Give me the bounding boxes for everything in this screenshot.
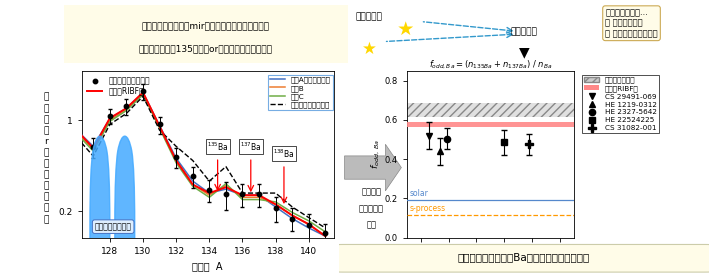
Text: 推定: 推定 <box>366 221 376 230</box>
Circle shape <box>115 136 135 273</box>
Text: $^{135}$Ba: $^{135}$Ba <box>207 140 229 153</box>
Text: 重元素の起源は...
－ 超新星爆発？
－ 連星中性子星合体？: 重元素の起源は... － 超新星爆発？ － 連星中性子星合体？ <box>605 8 658 38</box>
Text: 実験データを取り込mir過程の検証を行った結果、: 実験データを取り込mir過程の検証を行った結果、 <box>142 21 270 30</box>
Text: 太陽系の質量数135近傍のor過程成分をよく再現。: 太陽系の質量数135近傍のor過程成分をよく再現。 <box>139 44 273 53</box>
Bar <box>407 103 574 117</box>
Y-axis label: $f_{odd,\ Ba}$: $f_{odd,\ Ba}$ <box>369 139 382 169</box>
Legend: 理論A（標準理論）, 理論B, 理論C, 遅発中性子放出なし: 理論A（標準理論）, 理論B, 理論C, 遅発中性子放出なし <box>268 75 332 110</box>
FancyBboxPatch shape <box>58 4 354 64</box>
Bar <box>407 103 574 117</box>
Legend: 理論の不確定性, 実験（RIBF）, CS 29491-069, HE 1219-0312, HE 2327-5642, HE 22524225, CS 310: 理論の不確定性, 実験（RIBF）, CS 29491-069, HE 1219… <box>582 75 659 133</box>
X-axis label: 金属欠乏の度合い  [Fe/H]: 金属欠乏の度合い [Fe/H] <box>452 261 528 270</box>
Bar <box>407 121 574 127</box>
Text: s-process: s-process <box>410 204 446 213</box>
Title: $f_{odd,Ba} = (n_{135Ba} + n_{137Ba})\ /\ n_{Ba}$: $f_{odd,Ba} = (n_{135Ba} + n_{137Ba})\ /… <box>429 58 552 70</box>
Text: ▼: ▼ <box>519 46 529 60</box>
Text: 宇宙初期と太陽系のBa同位体比の比較に成功: 宇宙初期と太陽系のBa同位体比の比較に成功 <box>458 252 590 262</box>
X-axis label: 質量数  A: 質量数 A <box>192 261 223 271</box>
Text: 天体望遠鏡: 天体望遠鏡 <box>510 27 537 36</box>
Text: 金属欠乏星: 金属欠乏星 <box>356 12 383 21</box>
FancyArrowPatch shape <box>349 164 395 171</box>
Text: 連星中性子星衝突: 連星中性子星衝突 <box>94 222 131 231</box>
Text: 太
陽
系
の
r
過
程
元
素
存
在
比: 太 陽 系 の r 過 程 元 素 存 在 比 <box>43 93 49 224</box>
Text: ★: ★ <box>361 40 376 58</box>
Text: 太陽系の: 太陽系の <box>361 188 381 197</box>
Text: 同位体比を: 同位体比を <box>359 204 384 213</box>
Text: solar: solar <box>410 189 429 198</box>
Text: $^{138}$Ba: $^{138}$Ba <box>273 147 295 160</box>
Text: ★: ★ <box>397 20 415 39</box>
Text: $^{137}$Ba: $^{137}$Ba <box>240 140 262 153</box>
Circle shape <box>90 136 110 273</box>
Polygon shape <box>344 144 401 191</box>
FancyBboxPatch shape <box>336 245 710 272</box>
